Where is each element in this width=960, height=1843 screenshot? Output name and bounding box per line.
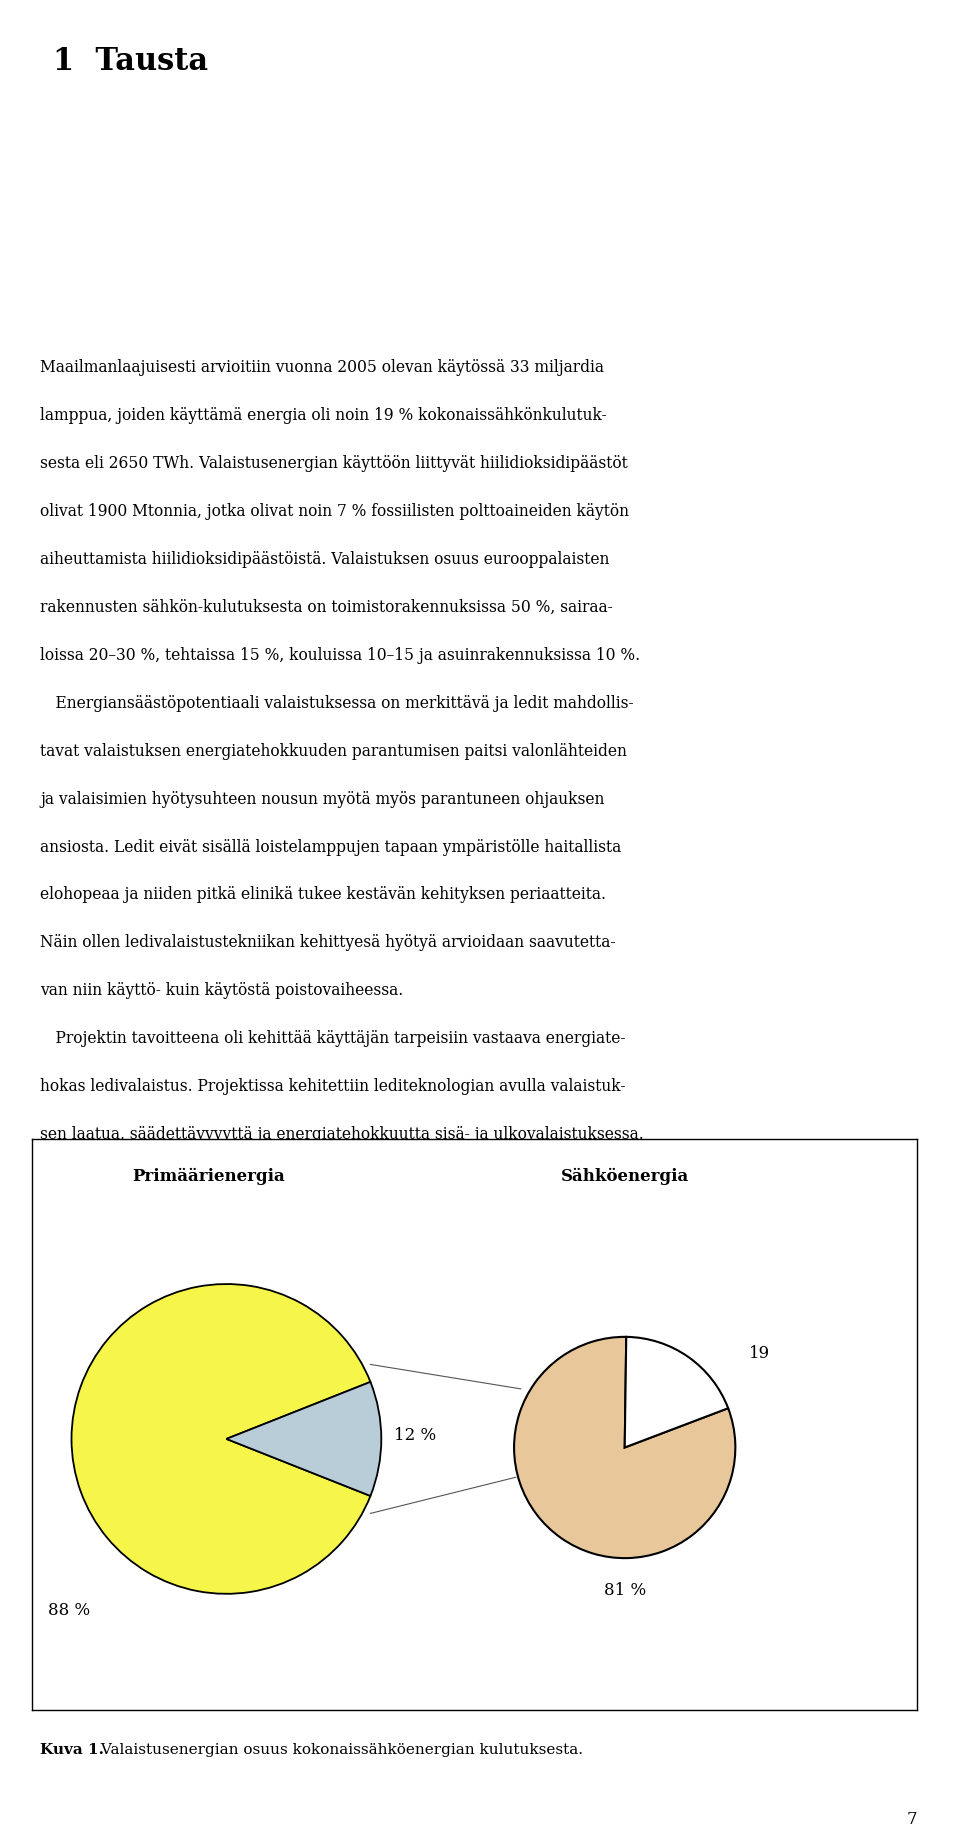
Wedge shape <box>625 1336 728 1447</box>
Text: ja valaisimien hyötysuhteen nousun myötä myös parantuneen ohjauksen: ja valaisimien hyötysuhteen nousun myötä… <box>40 791 605 807</box>
Text: tavat valaistuksen energiatehokkuuden parantumisen paitsi valonlähteiden: tavat valaistuksen energiatehokkuuden pa… <box>40 743 627 759</box>
Wedge shape <box>227 1382 381 1497</box>
Text: Maailmanlaajuisesti arvioitiin vuonna 2005 olevan käytössä 33 miljardia: Maailmanlaajuisesti arvioitiin vuonna 20… <box>40 359 605 376</box>
Text: Kuva 1.: Kuva 1. <box>40 1743 105 1758</box>
Text: olivat 1900 Mtonnia, jotka olivat noin 7 % fossiilisten polttoaineiden käytön: olivat 1900 Mtonnia, jotka olivat noin 7… <box>40 503 630 520</box>
Text: ansiosta. Ledit eivät sisällä loistelamppujen tapaan ympäristölle haitallista: ansiosta. Ledit eivät sisällä loistelamp… <box>40 839 621 855</box>
Text: 19: 19 <box>749 1345 770 1362</box>
Text: loissa 20–30 %, tehtaissa 15 %, kouluissa 10–15 ja asuinrakennuksissa 10 %.: loissa 20–30 %, tehtaissa 15 %, kouluiss… <box>40 647 640 663</box>
Text: Valaistusenergian osuus kokonaissähköenergian kulutuksesta.: Valaistusenergian osuus kokonaissähköene… <box>96 1743 583 1758</box>
Text: 1  Tausta: 1 Tausta <box>53 46 208 77</box>
Text: Näin ollen ledivalaistustekniikan kehittyesä hyötyä arvioidaan saavutetta-: Näin ollen ledivalaistustekniikan kehitt… <box>40 934 615 951</box>
Text: sesta eli 2650 TWh. Valaistusenergian käyttöön liittyvät hiilidioksidipäästöt: sesta eli 2650 TWh. Valaistusenergian kä… <box>40 455 628 472</box>
Text: 7: 7 <box>906 1812 917 1828</box>
Text: 88 %: 88 % <box>48 1602 90 1618</box>
Text: Sähköenergia: Sähköenergia <box>561 1168 689 1185</box>
Text: 12 %: 12 % <box>394 1426 436 1445</box>
Text: van niin käyttö- kuin käytöstä poistovaiheessa.: van niin käyttö- kuin käytöstä poistovai… <box>40 982 403 999</box>
Wedge shape <box>514 1336 735 1557</box>
Text: Primäärienergia: Primäärienergia <box>132 1168 285 1185</box>
Text: Projektin tavoitteena oli kehittää käyttäjän tarpeisiin vastaava energiate-: Projektin tavoitteena oli kehittää käytt… <box>40 1030 626 1047</box>
Text: lamppua, joiden käyttämä energia oli noin 19 % kokonaissähkönkulutuk-: lamppua, joiden käyttämä energia oli noi… <box>40 407 607 424</box>
Text: elohopeaa ja niiden pitkä elinikä tukee kestävän kehityksen periaatteita.: elohopeaa ja niiden pitkä elinikä tukee … <box>40 886 607 903</box>
Text: sen laatua, säädettävyyyttä ja energiatehokkuutta sisä- ja ulkovalaistuksessa.: sen laatua, säädettävyyyttä ja energiate… <box>40 1126 644 1143</box>
Text: rakennusten sähkön-kulutuksesta on toimistorakennuksissa 50 %, sairaа-: rakennusten sähkön-kulutuksesta on toimi… <box>40 599 613 616</box>
Wedge shape <box>71 1285 371 1594</box>
Text: aiheuttamista hiilidioksidipäästöistä. Valaistuksen osuus eurooppalaisten: aiheuttamista hiilidioksidipäästöistä. V… <box>40 551 610 568</box>
Text: Energiansäästöpotentiaali valaistuksessa on merkittävä ja ledit mahdollis-: Energiansäästöpotentiaali valaistuksessa… <box>40 695 634 711</box>
Text: hokas ledivalaistus. Projektissa kehitettiin lediteknologian avulla valaistuk-: hokas ledivalaistus. Projektissa kehitet… <box>40 1078 626 1095</box>
Text: 81 %: 81 % <box>604 1583 646 1600</box>
